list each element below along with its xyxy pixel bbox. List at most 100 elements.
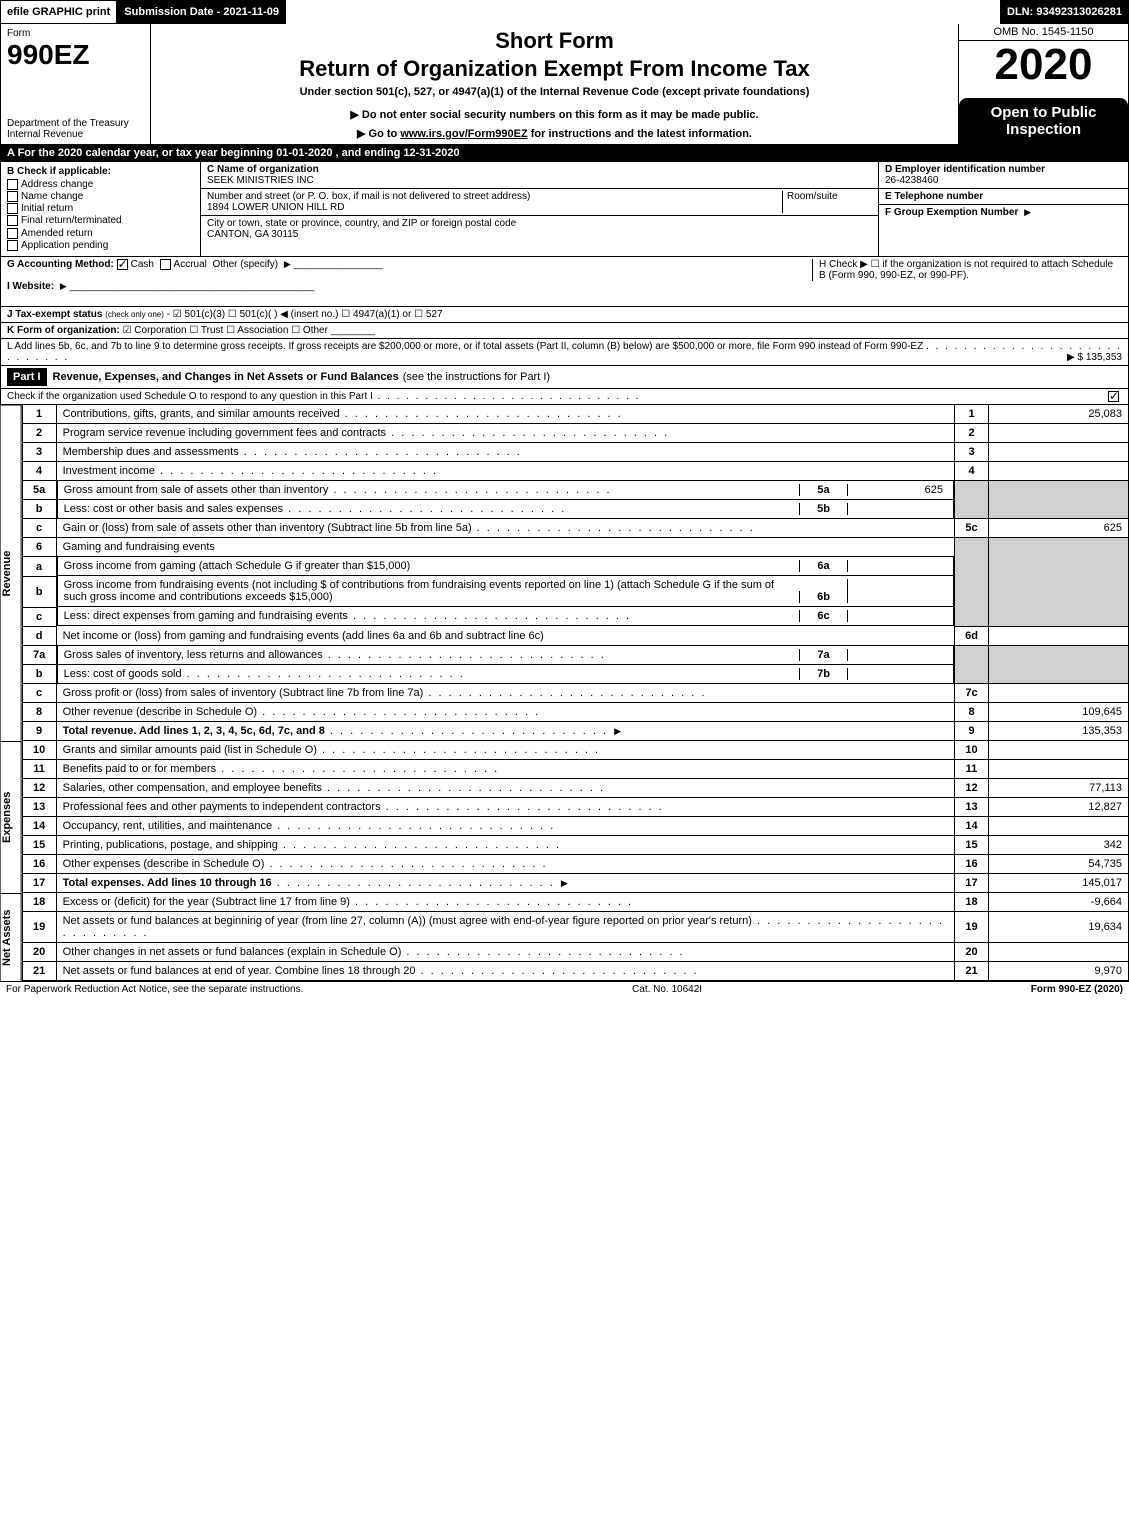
line-5c: cGain or (loss) from sale of assets othe… [22,519,1128,538]
chk-initial-return[interactable]: Initial return [7,203,194,214]
short-form-title: Short Form [157,28,952,54]
note2-post: for instructions and the latest informat… [528,128,752,140]
room-suite-label: Room/suite [782,191,872,213]
footer-left: For Paperwork Reduction Act Notice, see … [6,984,303,995]
line-15: 15Printing, publications, postage, and s… [22,836,1128,855]
ein-cell: D Employer identification number 26-4238… [879,162,1128,189]
part-i-check-row: Check if the organization used Schedule … [0,389,1129,405]
section-b-label: B Check if applicable: [7,166,194,177]
omb-number: OMB No. 1545-1150 [959,24,1128,41]
footer-right: Form 990-EZ (2020) [1031,984,1123,995]
line-1: 1Contributions, gifts, grants, and simil… [22,405,1128,424]
line-13: 13Professional fees and other payments t… [22,798,1128,817]
accounting-row: G Accounting Method: Cash Accrual Other … [0,257,1129,307]
net-assets-tab: Net Assets [0,893,22,981]
chk-amended-return[interactable]: Amended return [7,228,194,239]
org-name-label: C Name of organization [207,164,319,175]
chk-accrual[interactable] [160,259,171,270]
telephone-cell: E Telephone number [879,189,1128,205]
form-header: Form 990EZ Department of the Treasury In… [0,24,1129,145]
instructions-link[interactable]: www.irs.gov/Form990EZ [400,128,527,140]
ssn-warning: ▶ Do not enter social security numbers o… [157,108,952,121]
org-name: SEEK MINISTRIES INC [207,175,314,186]
part-i-check-text: Check if the organization used Schedule … [7,391,373,402]
chk-final-return[interactable]: Final return/terminated [7,215,194,226]
ein-label: D Employer identification number [885,164,1045,175]
revenue-tab: Revenue [0,405,22,742]
tax-exempt-opts: ☑ 501(c)(3) ☐ 501(c)( ) ◀ (insert no.) ☐… [173,309,443,320]
line-16: 16Other expenses (describe in Schedule O… [22,855,1128,874]
line-11: 11Benefits paid to or for members11 [22,760,1128,779]
chk-application-pending[interactable]: Application pending [7,240,194,251]
tax-exempt-row: J Tax-exempt status (check only one) - ☑… [0,307,1129,323]
section-h: H Check ▶ ☐ if the organization is not r… [812,259,1122,281]
form-org-opts: ☑ Corporation ☐ Trust ☐ Association ☐ Ot… [123,325,328,336]
form-org-label: K Form of organization: [7,325,120,336]
form-number: 990EZ [7,39,144,71]
form-label: Form [7,28,144,39]
expenses-tab: Expenses [0,741,22,893]
part-i-header: Part I Revenue, Expenses, and Changes in… [0,366,1129,389]
line-5a: 5aGross amount from sale of assets other… [22,480,1128,500]
line-2: 2Program service revenue including gover… [22,423,1128,442]
part-i-tag: Part I [7,368,47,386]
efile-button[interactable]: efile GRAPHIC print [0,0,117,24]
line-12: 12Salaries, other compensation, and empl… [22,779,1128,798]
city-label: City or town, state or province, country… [207,218,516,229]
line-6: 6Gaming and fundraising events [22,538,1128,557]
open-to-public: Open to Public Inspection [959,98,1128,144]
cash-label: Cash [131,259,154,270]
accounting-label: G Accounting Method: [7,259,114,270]
revenue-table: 1Contributions, gifts, grants, and simil… [22,405,1129,742]
part-i-note: (see the instructions for Part I) [403,371,550,383]
topbar: efile GRAPHIC print Submission Date - 20… [0,0,1129,24]
expenses-table: 10Grants and similar amounts paid (list … [22,741,1129,893]
addr-label: Number and street (or P. O. box, if mail… [207,191,530,202]
line-10: 10Grants and similar amounts paid (list … [22,741,1128,760]
note2-pre: ▶ Go to [357,128,400,140]
page-footer: For Paperwork Reduction Act Notice, see … [0,981,1129,997]
org-info-grid: B Check if applicable: Address change Na… [0,162,1129,257]
chk-cash[interactable] [117,259,128,270]
tax-exempt-sub: (check only one) [105,310,164,319]
line-4: 4Investment income4 [22,461,1128,480]
dept-treasury: Department of the Treasury [7,118,144,129]
gross-receipts-row: L Add lines 5b, 6c, and 7b to line 9 to … [0,339,1129,366]
line-18: 18Excess or (deficit) for the year (Subt… [22,893,1128,912]
line-8: 8Other revenue (describe in Schedule O)8… [22,703,1128,722]
line-14: 14Occupancy, rent, utilities, and mainte… [22,817,1128,836]
group-exemption-label: F Group Exemption Number [885,207,1018,218]
part-i-title: Revenue, Expenses, and Changes in Net As… [53,371,399,383]
org-city-cell: City or town, state or province, country… [201,216,878,242]
instructions-link-row: ▶ Go to www.irs.gov/Form990EZ for instru… [157,127,952,140]
org-address: 1894 LOWER UNION HILL RD [207,202,344,213]
chk-address-change[interactable]: Address change [7,179,194,190]
line-17: 17Total expenses. Add lines 10 through 1… [22,874,1128,893]
other-label: Other (specify) [212,259,278,270]
org-name-cell: C Name of organization SEEK MINISTRIES I… [201,162,878,189]
line-19: 19Net assets or fund balances at beginni… [22,912,1128,943]
website-label: I Website: [7,281,54,292]
line-9: 9Total revenue. Add lines 1, 2, 3, 4, 5c… [22,722,1128,741]
ein-value: 26-4238460 [885,175,938,186]
form-of-org-row: K Form of organization: ☑ Corporation ☐ … [0,323,1129,339]
footer-mid: Cat. No. 10642I [632,984,702,995]
chk-name-change[interactable]: Name change [7,191,194,202]
line-7c: cGross profit or (loss) from sales of in… [22,684,1128,703]
accrual-label: Accrual [174,259,207,270]
net-assets-table: 18Excess or (deficit) for the year (Subt… [22,893,1129,981]
dept-irs: Internal Revenue [7,129,144,140]
org-city: CANTON, GA 30115 [207,229,298,240]
group-exemption-cell: F Group Exemption Number [879,205,1128,256]
line-7a: 7aGross sales of inventory, less returns… [22,645,1128,665]
org-addr-cell: Number and street (or P. O. box, if mail… [201,189,878,216]
submission-date: Submission Date - 2021-11-09 [117,0,286,24]
return-title: Return of Organization Exempt From Incom… [157,56,952,82]
period-row: A For the 2020 calendar year, or tax yea… [0,145,1129,162]
chk-schedule-o[interactable] [1108,391,1119,402]
line-6d: dNet income or (loss) from gaming and fu… [22,626,1128,645]
line-3: 3Membership dues and assessments3 [22,442,1128,461]
gross-receipts-amt: ▶ $ 135,353 [1067,352,1122,363]
line-21: 21Net assets or fund balances at end of … [22,962,1128,981]
tax-exempt-label: J Tax-exempt status [7,309,102,320]
